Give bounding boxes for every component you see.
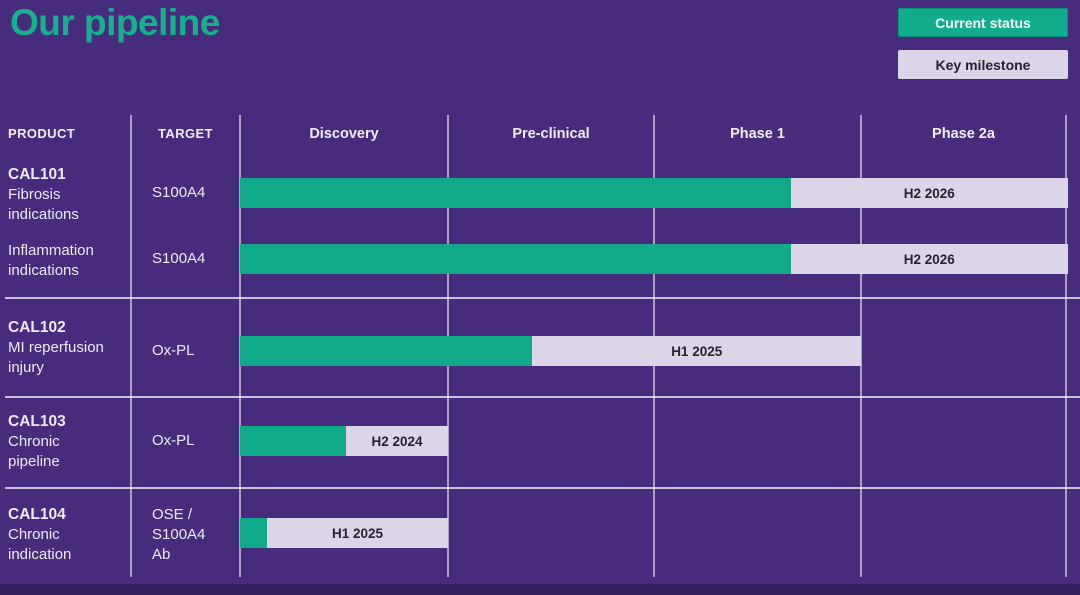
product-name-line: indications bbox=[8, 262, 79, 279]
target-line: S100A4 bbox=[152, 526, 206, 543]
product-name-line: injury bbox=[8, 359, 44, 376]
legend-current-status: Current status bbox=[898, 8, 1068, 37]
product-name-line: Chronic bbox=[8, 433, 60, 450]
pipeline-bar: H2 2026 bbox=[240, 178, 1068, 208]
milestone-label: H2 2026 bbox=[903, 251, 955, 267]
product-name-line: Fibrosis bbox=[8, 186, 61, 203]
product-name-line: pipeline bbox=[8, 453, 60, 470]
row-separator bbox=[5, 396, 1080, 398]
product-name-line: MI reperfusion bbox=[8, 339, 104, 356]
pipeline-bar: H1 2025 bbox=[240, 336, 861, 366]
row-separator bbox=[5, 297, 1080, 299]
target-cell: S100A4 bbox=[152, 250, 206, 267]
milestone-label: H1 2025 bbox=[671, 343, 723, 359]
phase-header-preclinical: Pre-clinical bbox=[512, 126, 590, 142]
progress-segment bbox=[240, 178, 791, 208]
product-cell-cal101: CAL101 Fibrosis indications bbox=[8, 165, 79, 225]
product-code: CAL103 bbox=[8, 413, 66, 430]
product-name-line: indications bbox=[8, 206, 79, 223]
milestone-label: H1 2025 bbox=[331, 525, 384, 541]
product-code: CAL101 bbox=[8, 166, 66, 183]
column-divider bbox=[130, 115, 132, 577]
target-cell: Ox-PL bbox=[152, 432, 195, 449]
legend-current-status-label: Current status bbox=[935, 14, 1031, 31]
phase-header-phase1: Phase 1 bbox=[730, 126, 785, 142]
product-code: CAL102 bbox=[8, 319, 66, 336]
pipeline-bar: H2 2024 bbox=[240, 426, 448, 456]
pipeline-bar: H1 2025 bbox=[240, 518, 448, 548]
milestone-label: H2 2026 bbox=[903, 185, 955, 201]
progress-segment bbox=[240, 244, 791, 274]
target-line: OSE / bbox=[152, 506, 193, 523]
header-target: TARGET bbox=[158, 126, 213, 141]
progress-segment bbox=[240, 336, 533, 366]
product-cell-inflammation: Inflammation indications bbox=[8, 241, 94, 281]
milestone-segment: H2 2024 bbox=[346, 426, 448, 456]
product-cell-cal102: CAL102 MI reperfusion injury bbox=[8, 318, 104, 378]
product-name-line: Inflammation bbox=[8, 242, 94, 259]
legend-key-milestone: Key milestone bbox=[898, 50, 1068, 79]
phase-header-phase2a: Phase 2a bbox=[932, 126, 995, 142]
column-divider bbox=[1065, 115, 1067, 577]
milestone-segment: H2 2026 bbox=[791, 244, 1068, 274]
progress-segment bbox=[240, 426, 347, 456]
milestone-segment: H2 2026 bbox=[791, 178, 1068, 208]
bottom-edge bbox=[0, 584, 1080, 595]
header-product: PRODUCT bbox=[8, 126, 76, 141]
product-code: CAL104 bbox=[8, 506, 66, 523]
product-name-line: Chronic bbox=[8, 526, 60, 543]
product-cell-cal103: CAL103 Chronic pipeline bbox=[8, 412, 66, 472]
legend-key-milestone-label: Key milestone bbox=[935, 56, 1031, 73]
progress-segment bbox=[240, 518, 268, 548]
milestone-label: H2 2024 bbox=[371, 433, 423, 449]
milestone-segment: H1 2025 bbox=[267, 518, 448, 548]
pipeline-bar: H2 2026 bbox=[240, 244, 1068, 274]
target-cell: OSE / S100A4 Ab bbox=[152, 505, 205, 565]
milestone-segment: H1 2025 bbox=[532, 336, 861, 366]
column-divider bbox=[239, 115, 241, 577]
target-cell: Ox-PL bbox=[152, 342, 195, 359]
target-cell: S100A4 bbox=[152, 184, 206, 201]
page-title: Our pipeline bbox=[10, 2, 220, 43]
target-line: Ab bbox=[152, 546, 171, 563]
row-separator bbox=[5, 487, 1080, 489]
phase-header-discovery: Discovery bbox=[309, 126, 379, 142]
product-name-line: indication bbox=[8, 546, 72, 563]
product-cell-cal104: CAL104 Chronic indication bbox=[8, 505, 71, 565]
